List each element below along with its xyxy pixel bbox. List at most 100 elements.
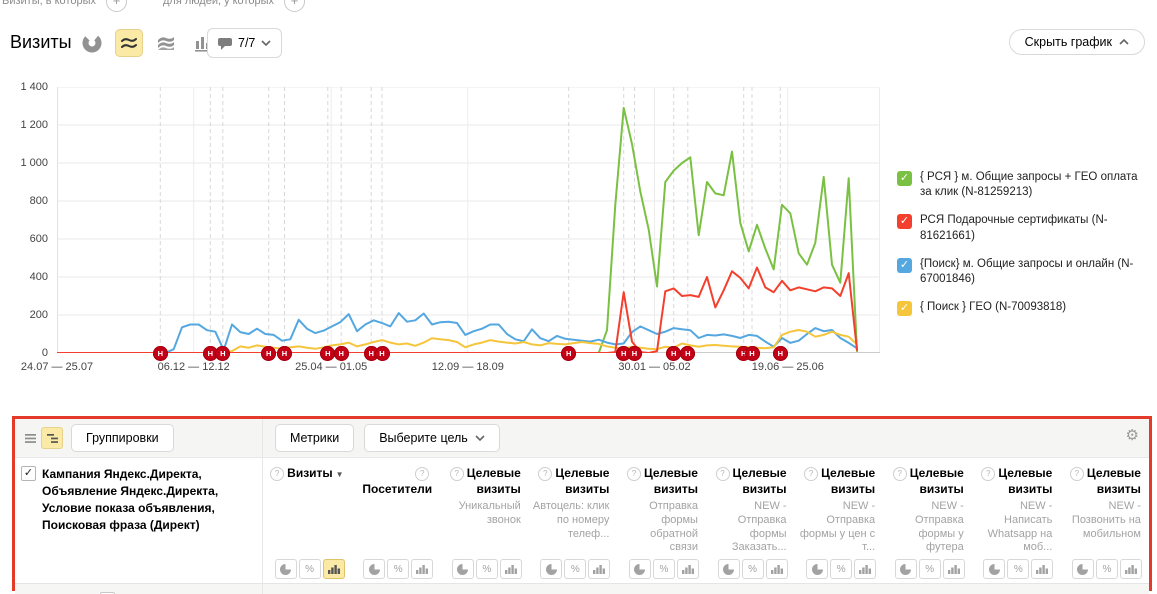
metric-column: ? Визиты ▼%: [263, 458, 352, 583]
pie-view-toggle[interactable]: [628, 559, 651, 580]
annotation-marker[interactable]: Н: [666, 346, 682, 361]
percent-view-toggle[interactable]: %: [652, 559, 675, 580]
annotation-marker[interactable]: Н: [333, 346, 349, 361]
metric-header[interactable]: ? Целевые визиты Отправка формы обратной с…: [617, 458, 706, 555]
stacked-area-chart-type-icon[interactable]: [152, 29, 180, 57]
pie-view-toggle[interactable]: [274, 559, 297, 580]
metric-header[interactable]: ? Визиты ▼: [263, 458, 352, 555]
metric-header[interactable]: ?Посетители: [362, 467, 433, 496]
visits-filter-label[interactable]: Визиты, в которых: [2, 0, 96, 7]
line-chart-type-icon[interactable]: [115, 29, 143, 57]
help-icon[interactable]: ?: [270, 467, 285, 481]
add-users-filter-button[interactable]: +: [284, 0, 305, 12]
legend-checkbox[interactable]: ✓: [897, 214, 912, 230]
legend-item[interactable]: ✓ {Поиск} м. Общие запросы и онлайн (N-67…: [897, 257, 1149, 287]
add-visits-filter-button[interactable]: +: [106, 0, 127, 12]
bars-view-toggle[interactable]: [411, 559, 434, 580]
bars-view-toggle[interactable]: [854, 559, 877, 580]
annotation-marker[interactable]: Н: [152, 346, 168, 361]
legend-checkbox[interactable]: ✓: [897, 257, 912, 273]
percent-view-toggle[interactable]: %: [741, 559, 764, 580]
totals-row[interactable]: Итого и средние 55 69043 1531611 0944792…: [15, 583, 1149, 594]
annotation-marker[interactable]: Н: [215, 346, 231, 361]
help-icon[interactable]: ?: [415, 467, 430, 481]
comment-bubble-icon: [218, 37, 232, 50]
table-settings-gear-icon[interactable]: ⚙: [1125, 426, 1139, 444]
help-icon[interactable]: ?: [626, 467, 641, 481]
help-icon[interactable]: ?: [449, 467, 464, 481]
bars-view-toggle[interactable]: [588, 559, 611, 580]
percent-view-toggle[interactable]: %: [918, 559, 941, 580]
annotation-marker[interactable]: Н: [202, 346, 218, 361]
pie-view-toggle[interactable]: [1071, 559, 1094, 580]
metric-header[interactable]: ? Целевые визиты NEW - Отправка формы Зака…: [706, 458, 795, 555]
legend-label: РСЯ Подарочные сертификаты (N-81621661): [920, 214, 1108, 242]
choose-goal-dropdown[interactable]: Выберите цель: [364, 424, 500, 452]
help-icon[interactable]: ?: [538, 467, 553, 481]
legend-checkbox[interactable]: ✓: [897, 171, 912, 186]
help-icon[interactable]: ?: [804, 467, 819, 481]
metric-header[interactable]: ? Целевые визиты Автоцель: клик по номеру …: [529, 458, 618, 555]
bars-view-toggle[interactable]: [1119, 559, 1142, 580]
metric-header[interactable]: ? Целевые визиты NEW - Позвонить на мобиль…: [1060, 458, 1149, 555]
annotation-marker[interactable]: Н: [561, 346, 577, 361]
groupings-button[interactable]: Группировки: [71, 424, 174, 452]
sort-desc-icon[interactable]: ▼: [335, 470, 344, 479]
percent-view-toggle[interactable]: %: [298, 559, 321, 580]
annotation-marker[interactable]: Н: [680, 346, 696, 361]
pie-view-toggle[interactable]: [451, 559, 474, 580]
grouping-checkbox[interactable]: ✓: [21, 466, 36, 481]
bars-view-toggle[interactable]: [942, 559, 965, 580]
metric-header[interactable]: ? Целевые визиты NEW - Написать Whatsapp н…: [972, 458, 1061, 555]
grouping-header-cell[interactable]: ✓ Кампания Яндекс.Директа, Объявление Ян…: [15, 458, 263, 584]
totals-checkbox[interactable]: [100, 591, 115, 594]
annotation-marker[interactable]: Н: [277, 346, 292, 361]
help-icon[interactable]: ?: [981, 467, 996, 481]
pie-chart-type-icon[interactable]: [78, 29, 106, 57]
users-filter-label[interactable]: для людей, у которых: [163, 0, 274, 7]
metric-header[interactable]: ? Целевые визиты NEW - Отправка формы у це…: [795, 458, 884, 555]
tree-view-toggle[interactable]: [41, 427, 63, 449]
metric-view-toggles: %: [263, 555, 352, 583]
legend-item[interactable]: ✓ РСЯ Подарочные сертификаты (N-81621661): [897, 213, 1149, 243]
percent-view-toggle[interactable]: %: [1095, 559, 1118, 580]
percent-view-toggle[interactable]: %: [830, 559, 853, 580]
flat-list-view-toggle[interactable]: [19, 427, 41, 449]
bars-view-toggle[interactable]: [765, 559, 788, 580]
metrics-button[interactable]: Метрики: [275, 424, 355, 452]
help-icon[interactable]: ?: [715, 467, 730, 481]
percent-view-toggle[interactable]: %: [475, 559, 498, 580]
pie-view-toggle[interactable]: [540, 559, 563, 580]
annotation-marker[interactable]: Н: [374, 346, 390, 361]
annotations-selector[interactable]: 7/7: [207, 28, 283, 58]
bars-view-toggle[interactable]: [322, 559, 345, 580]
annotation-marker[interactable]: Н: [627, 346, 642, 361]
metric-goal-subtitle: Автоцель: клик по номеру телеф...: [532, 500, 610, 540]
annotation-marker[interactable]: Н: [261, 346, 277, 361]
totals-value: 43 153: [352, 592, 441, 594]
annotation-marker[interactable]: Н: [772, 346, 788, 361]
hide-chart-button[interactable]: Скрыть график: [1008, 29, 1145, 55]
pie-view-toggle[interactable]: [363, 559, 386, 580]
percent-view-toggle[interactable]: %: [564, 559, 587, 580]
annotation-marker[interactable]: Н: [320, 346, 336, 361]
help-icon[interactable]: ?: [1069, 467, 1084, 481]
metric-header[interactable]: ? Целевые визиты Уникальный звонок: [440, 458, 529, 555]
pie-view-toggle[interactable]: [894, 559, 917, 580]
bars-view-toggle[interactable]: [499, 559, 522, 580]
pie-view-toggle[interactable]: [806, 559, 829, 580]
help-icon[interactable]: ?: [892, 467, 907, 481]
pie-view-toggle[interactable]: [717, 559, 740, 580]
legend-item[interactable]: ✓ { Поиск } ГЕО (N-70093818): [897, 300, 1149, 317]
bars-view-toggle[interactable]: [676, 559, 699, 580]
metric-header[interactable]: ? Целевые визиты NEW - Отправка формы у фу…: [883, 458, 972, 555]
legend-checkbox[interactable]: ✓: [897, 301, 912, 317]
pie-view-toggle[interactable]: [983, 559, 1006, 580]
annotation-marker[interactable]: Н: [744, 346, 760, 361]
chart-legend: ✓ { РСЯ } м. Общие запросы + ГЕО оплата з…: [897, 170, 1149, 317]
percent-view-toggle[interactable]: %: [387, 559, 410, 580]
legend-item[interactable]: ✓ { РСЯ } м. Общие запросы + ГЕО оплата з…: [897, 170, 1149, 200]
x-axis-label: 30.01 — 05.02: [618, 361, 691, 373]
bars-view-toggle[interactable]: [1031, 559, 1054, 580]
percent-view-toggle[interactable]: %: [1007, 559, 1030, 580]
